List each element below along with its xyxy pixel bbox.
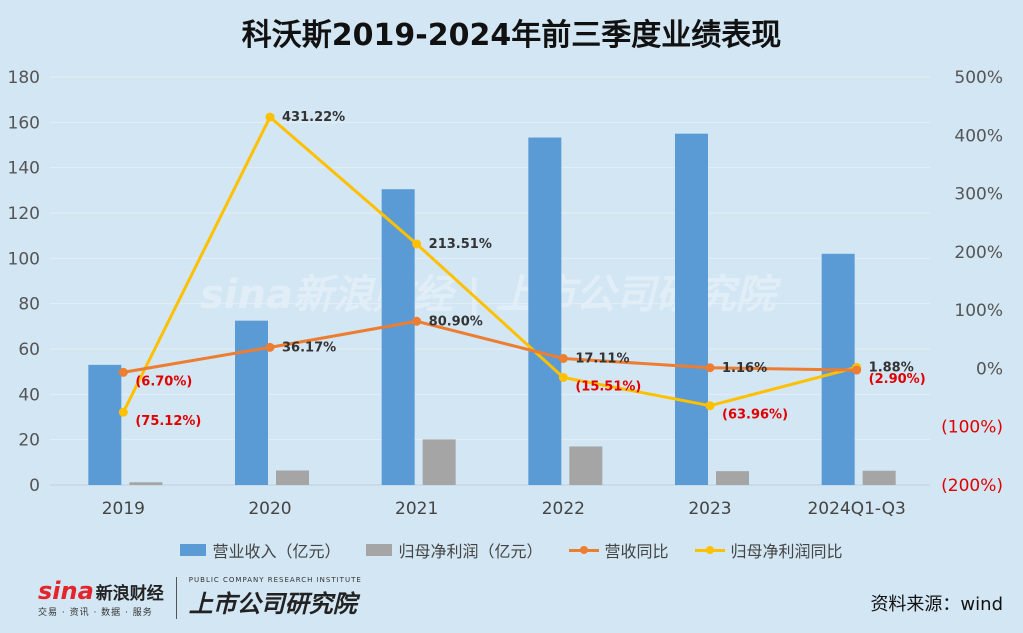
y-right-tick-label: 0% bbox=[976, 359, 1003, 379]
y-left-tick-label: 40 bbox=[18, 385, 40, 405]
x-tick-label: 2023 bbox=[688, 499, 731, 519]
legend-swatch-profit-yoy bbox=[694, 544, 725, 556]
bar-net-profit bbox=[716, 471, 749, 485]
y-right-tick-label: 500% bbox=[954, 68, 1003, 88]
point-profit-yoy bbox=[705, 401, 715, 411]
y-left-tick-label: 140 bbox=[8, 159, 40, 179]
y-left-tick-label: 180 bbox=[8, 68, 40, 88]
point-revenue-yoy bbox=[265, 342, 275, 352]
x-tick-label: 2022 bbox=[542, 499, 585, 519]
institute-name: 上市公司研究院 bbox=[188, 589, 357, 618]
footer-logo: sina 新浪财经 交易 · 资讯 · 数据 · 服务 PUBLIC COMPA… bbox=[38, 576, 362, 619]
y-left-tick-label: 20 bbox=[18, 431, 40, 451]
legend-item-profit-yoy: 归母净利润同比 bbox=[694, 538, 843, 562]
point-profit-yoy bbox=[412, 239, 422, 249]
y-right-tick-label: 100% bbox=[954, 301, 1003, 321]
bar-revenue bbox=[381, 189, 415, 485]
legend-item-revenue-yoy: 营收同比 bbox=[568, 538, 669, 562]
point-profit-yoy bbox=[558, 372, 568, 382]
legend-label-net-profit: 归母净利润（亿元） bbox=[398, 542, 543, 561]
point-revenue-yoy bbox=[852, 365, 862, 375]
bar-net-profit bbox=[276, 470, 309, 485]
data-label-profit-yoy: (15.51%) bbox=[575, 379, 641, 394]
bar-revenue bbox=[88, 364, 122, 485]
source-note: 资料来源：wind bbox=[870, 594, 1003, 615]
data-label-revenue-yoy: 17.11% bbox=[575, 351, 629, 366]
point-revenue-yoy bbox=[705, 363, 715, 373]
y-left-tick-label: 160 bbox=[8, 113, 40, 133]
legend-item-net-profit: 归母净利润（亿元） bbox=[366, 538, 543, 562]
y-left-tick-label: 0 bbox=[29, 476, 40, 496]
institute-brand: PUBLIC COMPANY RESEARCH INSTITUTE 上市公司研究… bbox=[189, 576, 362, 619]
sina-brand: sina 新浪财经 交易 · 资讯 · 数据 · 服务 bbox=[38, 577, 164, 618]
x-tick-label: 2020 bbox=[248, 499, 291, 519]
legend-label-revenue-yoy: 营收同比 bbox=[604, 542, 669, 561]
y-left-tick-label: 120 bbox=[8, 204, 40, 224]
point-revenue-yoy bbox=[118, 367, 128, 377]
x-tick-label: 2019 bbox=[102, 499, 145, 519]
point-revenue-yoy bbox=[558, 353, 568, 363]
y-right-tick-label: (200%) bbox=[941, 476, 1003, 496]
legend-label-profit-yoy: 归母净利润同比 bbox=[730, 542, 843, 561]
sina-brand-name: 新浪财经 bbox=[95, 584, 164, 604]
y-left-tick-label: 60 bbox=[18, 340, 40, 360]
y-right-tick-label: 400% bbox=[954, 126, 1003, 146]
bar-revenue bbox=[235, 320, 268, 485]
data-label-profit-yoy: (75.12%) bbox=[135, 414, 201, 429]
legend-item-revenue: 营业收入（亿元） bbox=[180, 538, 340, 562]
legend: 营业收入（亿元） 归母净利润（亿元） 营收同比 归母净利润同比 bbox=[0, 538, 1023, 562]
data-label-revenue-yoy: 36.17% bbox=[282, 340, 336, 355]
point-profit-yoy bbox=[265, 112, 275, 122]
line-profit-yoy bbox=[121, 115, 858, 413]
legend-swatch-net-profit bbox=[366, 544, 393, 556]
line-revenue-yoy bbox=[123, 319, 857, 374]
x-tick-label: 2024Q1-Q3 bbox=[807, 499, 905, 519]
data-label-profit-yoy: (63.96%) bbox=[722, 408, 788, 423]
data-label-profit-yoy: 1.88% bbox=[869, 360, 914, 375]
point-revenue-yoy bbox=[412, 316, 422, 326]
institute-english-name: PUBLIC COMPANY RESEARCH INSTITUTE bbox=[188, 576, 362, 584]
y-right-tick-label: 200% bbox=[954, 243, 1003, 263]
footer-divider bbox=[175, 576, 177, 619]
data-label-revenue-yoy: (2.90%) bbox=[869, 372, 926, 387]
y-right-tick-label: (100%) bbox=[941, 418, 1003, 438]
y-left-tick-label: 100 bbox=[8, 249, 40, 269]
sina-brand-tagline: 交易 · 资讯 · 数据 · 服务 bbox=[38, 608, 153, 618]
x-tick-label: 2021 bbox=[395, 499, 438, 519]
bar-net-profit bbox=[862, 470, 896, 485]
chart-title: 科沃斯2019-2024年前三季度业绩表现 bbox=[241, 18, 782, 53]
data-label-profit-yoy: 431.22% bbox=[282, 110, 345, 125]
data-label-revenue-yoy: 80.90% bbox=[429, 314, 483, 329]
y-right-tick-label: 300% bbox=[954, 185, 1003, 205]
bar-revenue bbox=[675, 133, 708, 485]
bar-revenue bbox=[528, 137, 562, 485]
data-label-profit-yoy: 213.51% bbox=[429, 237, 492, 252]
legend-label-revenue: 营业收入（亿元） bbox=[212, 542, 341, 561]
bar-net-profit bbox=[422, 439, 456, 485]
data-label-revenue-yoy: (6.70%) bbox=[135, 374, 192, 389]
y-left-tick-label: 80 bbox=[18, 295, 40, 315]
legend-swatch-revenue bbox=[180, 544, 207, 556]
sina-logo-mark: sina bbox=[38, 577, 94, 605]
point-profit-yoy bbox=[118, 407, 128, 417]
legend-swatch-revenue-yoy bbox=[568, 544, 599, 556]
bar-net-profit bbox=[569, 446, 603, 485]
bar-net-profit bbox=[129, 482, 163, 485]
data-label-revenue-yoy: 1.16% bbox=[722, 361, 767, 376]
